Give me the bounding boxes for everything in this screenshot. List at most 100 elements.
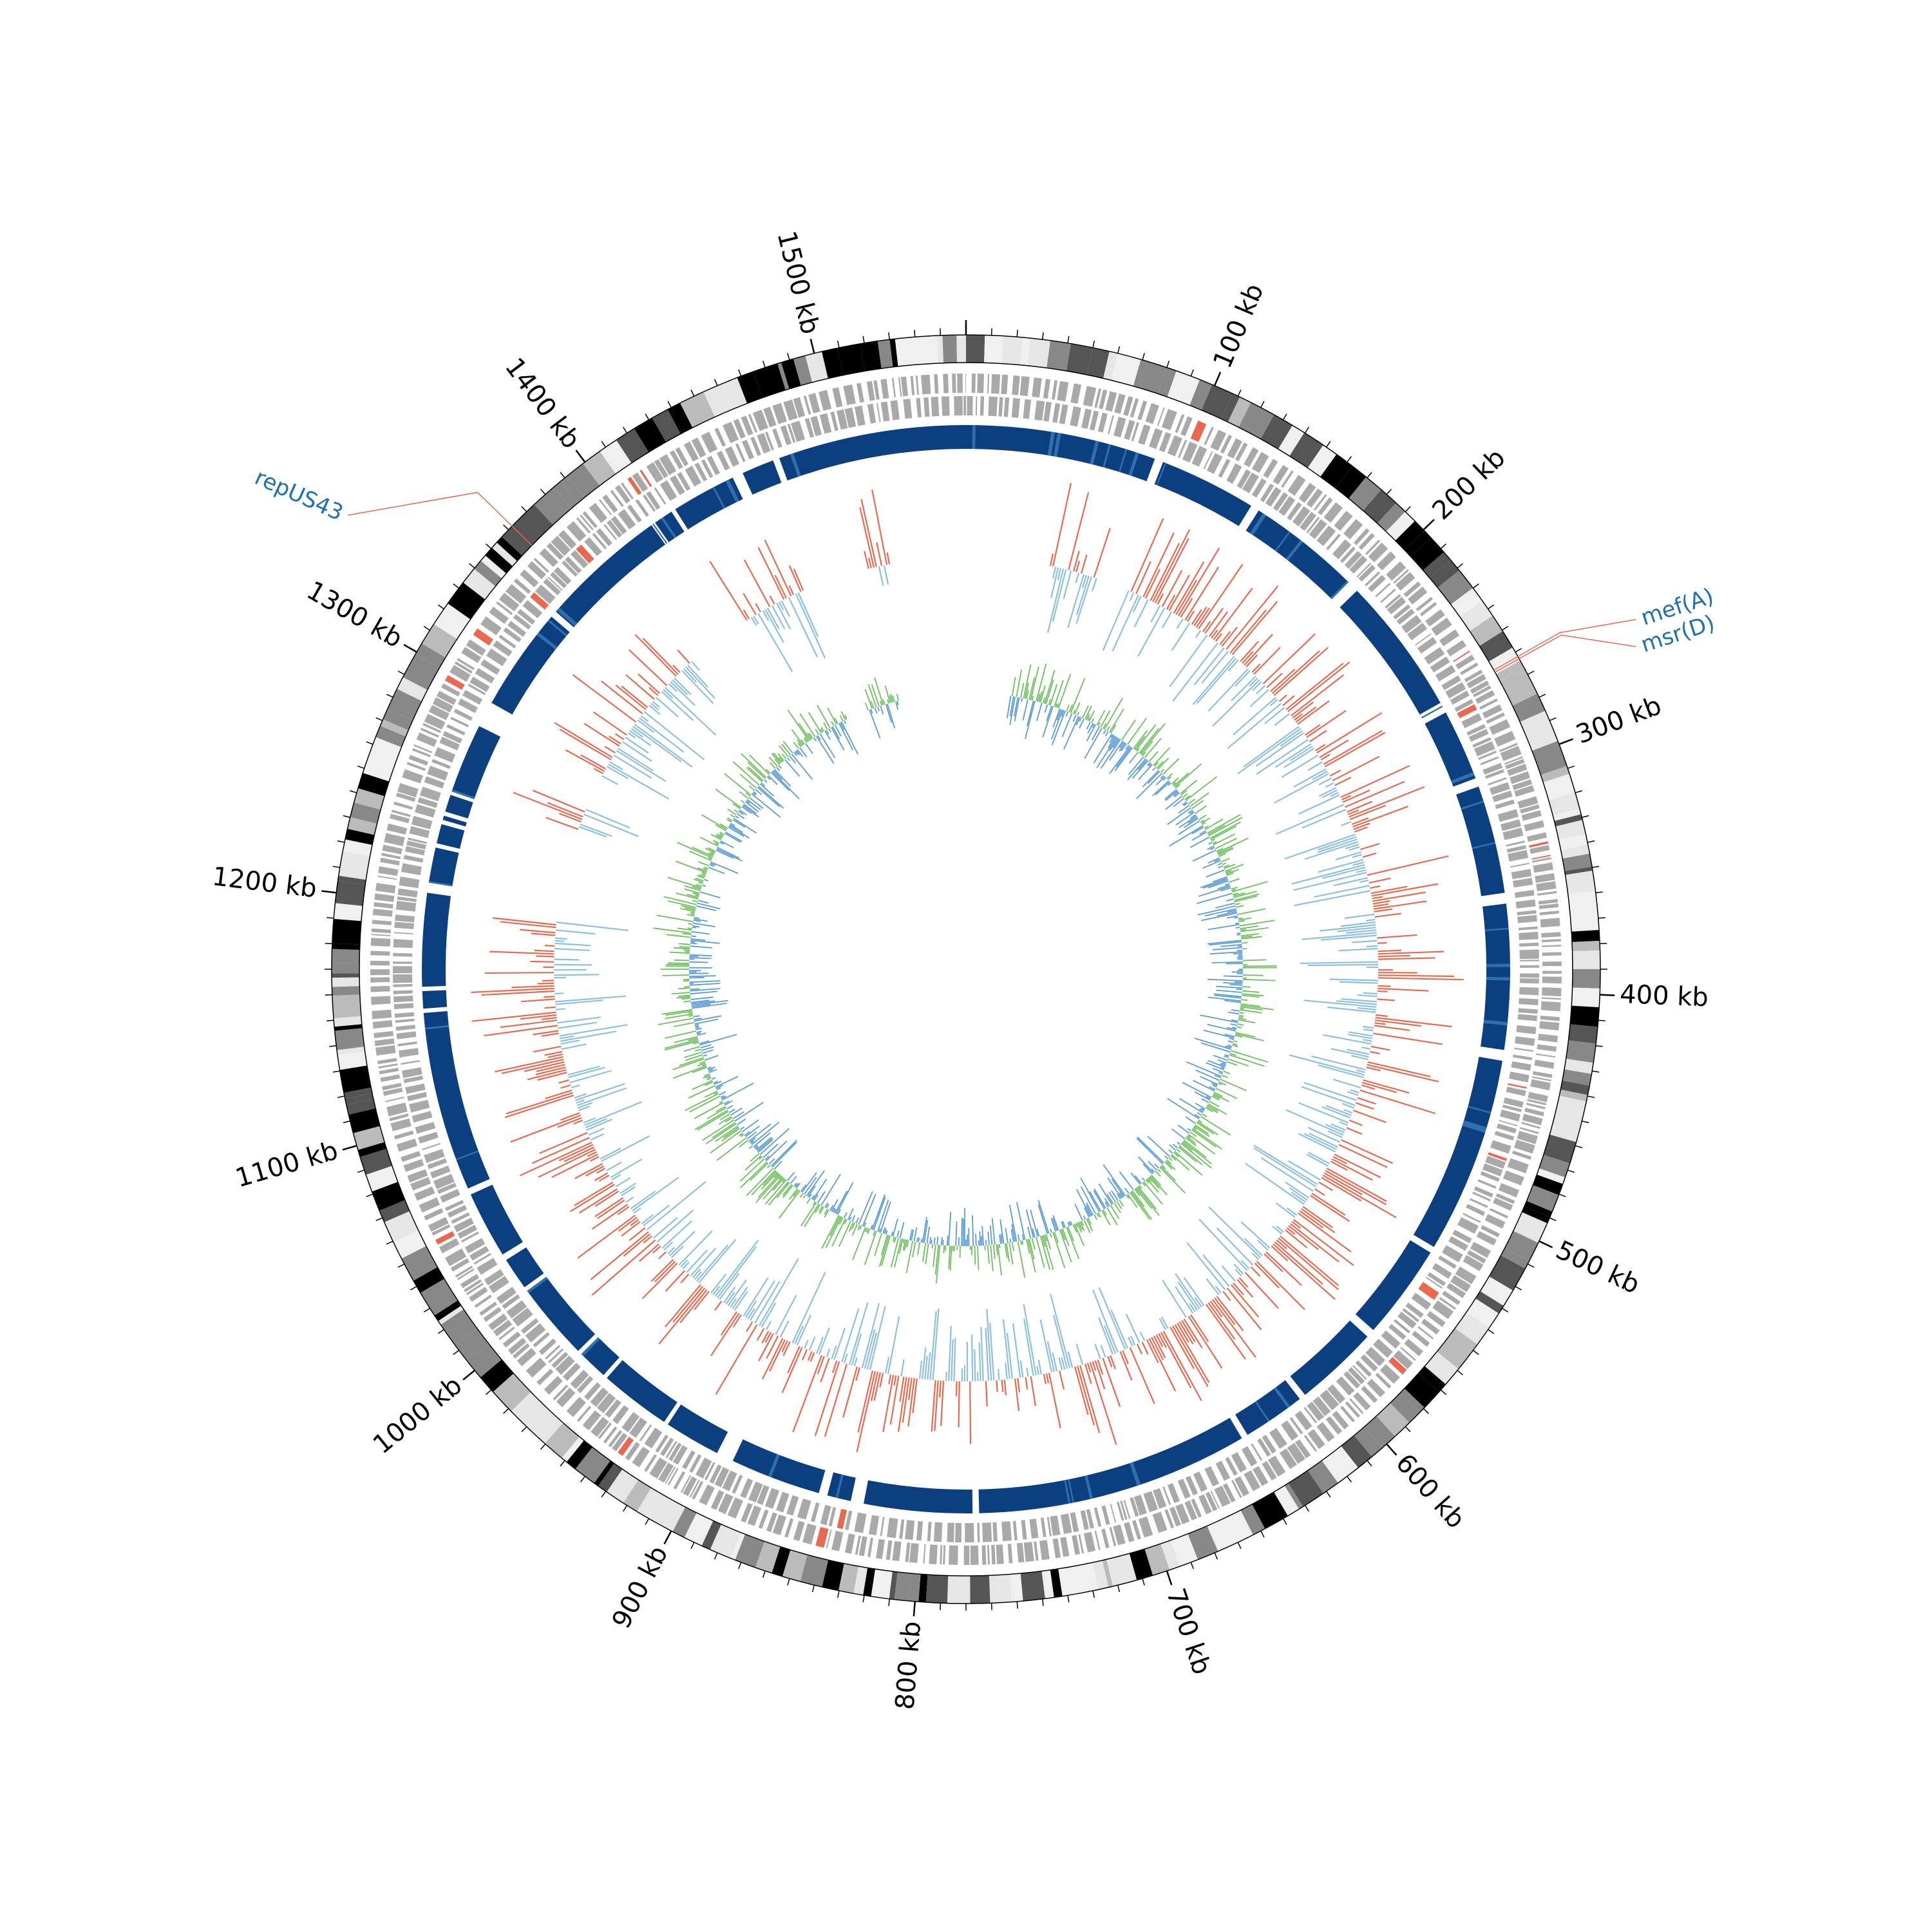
- gene-feature: [421, 1142, 441, 1151]
- gc-skew-bar: [1219, 1063, 1226, 1066]
- gc-content-bar: [1175, 580, 1197, 615]
- gc-content-bar: [1151, 1336, 1164, 1361]
- scale-tick: [357, 1170, 365, 1173]
- gc-skew-bar: [684, 1093, 719, 1112]
- gc-skew-bar: [671, 992, 690, 995]
- gc-content-bar: [513, 791, 583, 820]
- gc-skew-bar: [1016, 669, 1023, 697]
- gene-feature: [418, 1132, 439, 1144]
- ideogram-band: [906, 336, 925, 366]
- gc-skew-bar: [824, 1202, 829, 1208]
- gc-content-bar: [680, 1273, 690, 1283]
- gc-content-bar: [1050, 567, 1059, 599]
- gc-skew-bar: [733, 818, 757, 834]
- gc-skew-bar: [1213, 947, 1242, 951]
- gc-skew-bar: [1214, 1074, 1221, 1079]
- gc-skew-bar: [1210, 825, 1237, 840]
- gc-skew-bar: [1154, 762, 1159, 767]
- gene-feature: [407, 1169, 428, 1183]
- gc-skew-bar: [689, 955, 699, 958]
- gc-content-bar: [1244, 634, 1273, 666]
- gc-skew-bar: [1134, 1188, 1141, 1197]
- ideogram-band: [636, 1488, 664, 1519]
- gene-feature: [1517, 1014, 1538, 1021]
- gc-content-bar: [1318, 858, 1364, 873]
- blast-hit-block: [966, 425, 1155, 482]
- gc-content-bar: [757, 612, 793, 672]
- gc-content-bar: [1370, 886, 1408, 895]
- gc-content-bar: [1346, 1127, 1363, 1135]
- gene-feature: [1164, 1509, 1175, 1529]
- blast-hit-variation: [1047, 431, 1056, 456]
- gc-skew-bar: [773, 1172, 779, 1179]
- gc-skew-bar: [936, 1236, 939, 1245]
- gc-content-bar: [1050, 1293, 1071, 1368]
- gc-content-bar: [1280, 1235, 1340, 1287]
- gene-feature: [1489, 719, 1511, 735]
- ideogram-band: [1307, 445, 1337, 477]
- gene-feature: [517, 609, 536, 625]
- gene-feature: [1234, 1476, 1250, 1497]
- gene-feature: [741, 1502, 753, 1523]
- gc-skew-bar: [734, 809, 739, 813]
- gc-skew-bar: [759, 1128, 790, 1155]
- gc-skew-bar: [1215, 837, 1237, 849]
- gc-content-bar: [1323, 1172, 1363, 1195]
- gene-feature: [1418, 1282, 1439, 1300]
- gene-feature: [1473, 741, 1495, 757]
- gene-feature: [1029, 1519, 1039, 1539]
- gc-content-bar: [1358, 1007, 1377, 1010]
- ideogram-band: [360, 1148, 392, 1175]
- gc-skew-bar: [694, 1018, 719, 1025]
- ideogram-band: [1572, 969, 1600, 989]
- gc-content-bar: [1208, 611, 1228, 638]
- gene-feature: [880, 379, 889, 399]
- gene-feature: [1513, 1054, 1533, 1061]
- gene-feature: [406, 840, 426, 849]
- gc-content-bar: [1322, 1175, 1397, 1218]
- gc-skew-bar: [1062, 1220, 1066, 1228]
- gene-feature: [393, 939, 413, 949]
- gc-content-bar: [1046, 1341, 1056, 1372]
- gene-feature: [1540, 1016, 1560, 1021]
- ideogram-band: [1404, 531, 1432, 557]
- gc-skew-bar: [1141, 1177, 1146, 1181]
- gc-skew-bar: [881, 1235, 891, 1266]
- gc-skew-bar: [1148, 751, 1159, 762]
- gc-content-bar: [625, 1197, 634, 1203]
- gene-feature: [513, 1343, 530, 1359]
- gc-skew-bar: [724, 833, 741, 843]
- ideogram-band: [863, 1567, 875, 1596]
- gene-feature: [462, 690, 483, 705]
- gc-content-bar: [1201, 650, 1229, 684]
- gc-skew-bar: [1209, 941, 1242, 946]
- gene-feature: [977, 374, 984, 393]
- scale-tick: [1488, 604, 1495, 610]
- gc-content-bar: [791, 1271, 826, 1343]
- gene-feature: [780, 425, 792, 446]
- gc-content-bar: [618, 748, 654, 772]
- gc-skew-bar: [1189, 810, 1194, 815]
- gene-feature: [1425, 1276, 1443, 1289]
- gc-content-bar: [663, 688, 674, 699]
- gene-feature: [955, 1522, 962, 1542]
- gene-feature: [1488, 1152, 1508, 1161]
- gc-skew-bar: [1188, 809, 1193, 814]
- gc-skew-bar: [680, 907, 696, 913]
- gc-skew-bar: [1218, 848, 1234, 856]
- scale-tick: [1142, 353, 1145, 361]
- gc-content-bar: [1291, 674, 1344, 717]
- gc-content-bar: [1162, 1280, 1188, 1318]
- gc-content-bar: [1052, 567, 1057, 579]
- gc-skew-bar: [1175, 784, 1180, 789]
- scale-tick: [521, 1426, 527, 1432]
- gc-skew-bar: [933, 1237, 936, 1245]
- gc-content-bar: [759, 1258, 799, 1327]
- gene-feature: [377, 1057, 397, 1065]
- ideogram-band: [1207, 1518, 1237, 1551]
- gene-feature: [1507, 1158, 1529, 1174]
- gc-skew-bar: [1072, 1224, 1077, 1233]
- gc-skew-bar: [1235, 1033, 1264, 1041]
- ideogram-band: [1289, 432, 1323, 468]
- gc-content-bar: [672, 1285, 704, 1323]
